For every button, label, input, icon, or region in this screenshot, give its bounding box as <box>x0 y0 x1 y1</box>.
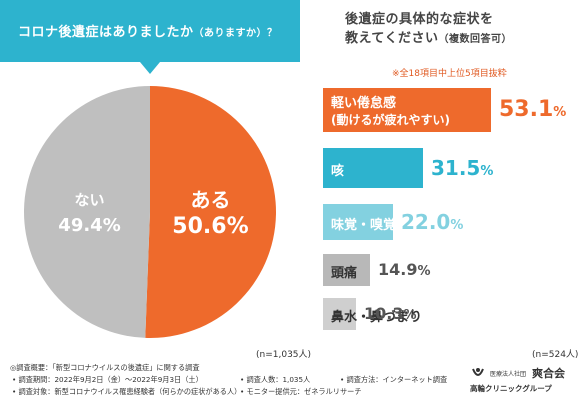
bar-value-3: 14.9% <box>378 260 431 279</box>
right-sample-size: (n=524人) <box>532 350 579 360</box>
left-question-main: コロナ後遺症はありましたか <box>18 25 194 40</box>
bar-label-0: 軽い倦怠感 (動けるが疲れやすい) <box>331 96 450 127</box>
survey-period: • 調査期間：2022年9月2日（金）〜2022年9月3日（土） <box>12 375 203 384</box>
pie-slice-aru <box>145 86 276 338</box>
logo-clinic: 高輪クリニックグループ <box>470 384 552 393</box>
banner-pointer <box>140 62 160 74</box>
bar-label-2: 味覚・嗅覚障害 <box>331 218 423 233</box>
bar-2: 味覚・嗅覚障害 <box>323 204 422 240</box>
pie-slice-nai <box>23 86 151 338</box>
bar-label-3: 頭痛 <box>331 266 358 281</box>
right-question-line1: 後遺症の具体的な症状を <box>345 12 494 27</box>
clinic-logo: 医療法人社団 爽合会 高輪クリニックグループ <box>460 363 575 395</box>
bar-1: 咳 <box>323 148 423 188</box>
bar-0: 軽い倦怠感 (動けるが疲れやすい) <box>323 88 491 132</box>
bar-value-4: 10.3% <box>364 304 417 323</box>
right-question-line2: 教えてください（複数回答可） <box>345 29 512 49</box>
logo-name: 爽合会 <box>532 367 565 380</box>
bar-value-0: 53.1% <box>499 97 567 122</box>
bar-value-1: 31.5% <box>431 156 494 180</box>
pie-label-nai: ない <box>75 191 105 209</box>
right-question-text: 後遺症の具体的な症状を 教えてください（複数回答可） <box>345 10 512 49</box>
right-question-line2-sub: （複数回答可） <box>438 34 512 45</box>
pie-label-aru: ある <box>190 188 230 212</box>
bar-value-2: 22.0% <box>401 210 464 234</box>
survey-count: • 調査人数：1,035人 <box>240 375 311 384</box>
bar-3: 頭痛 <box>323 254 370 286</box>
survey-monitor: • モニター提供元：ゼネラルリサーチ <box>240 387 362 396</box>
left-question-banner: コロナ後遺症はありましたか（ありますか）？ <box>0 0 300 74</box>
bar-label-1: 咳 <box>331 164 345 179</box>
survey-target: • 調査対象：新型コロナウイルス罹患経験者（何らかの症状がある人） <box>12 387 242 396</box>
pie-value-nai: 49.4% <box>58 215 120 236</box>
left-sample-size: (n=1,035人) <box>256 350 312 360</box>
left-question-sub: （ありますか）？ <box>193 28 278 39</box>
clinic-logo-icon <box>472 368 484 376</box>
survey-method: • 調査方法：インターネット調査 <box>340 375 448 384</box>
left-question-text: コロナ後遺症はありましたか（ありますか）？ <box>18 21 278 40</box>
survey-outline: ◎調査概要：「新型コロナウイルスの後遺症」に関する調査 <box>10 363 200 372</box>
bar-4: 鼻水・鼻づまり <box>323 298 422 330</box>
pie-value-aru: 50.6% <box>172 214 248 239</box>
bar-label-4: 鼻水・鼻づまり <box>331 310 423 325</box>
logo-corp: 医療法人社団 <box>490 371 527 378</box>
right-question-line2-main: 教えてください <box>345 31 439 46</box>
right-question-note: ※全18項目中上位5項目抜粋 <box>392 69 507 79</box>
